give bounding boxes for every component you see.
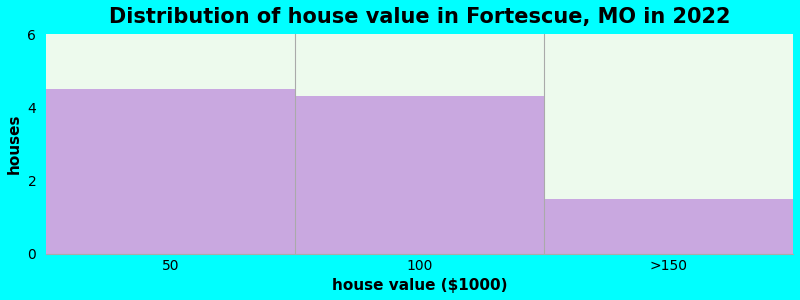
- Y-axis label: houses: houses: [7, 114, 22, 174]
- Bar: [295, 96, 544, 254]
- X-axis label: house value ($1000): house value ($1000): [332, 278, 507, 293]
- Bar: [46, 89, 295, 254]
- Bar: [544, 199, 793, 254]
- Title: Distribution of house value in Fortescue, MO in 2022: Distribution of house value in Fortescue…: [109, 7, 730, 27]
